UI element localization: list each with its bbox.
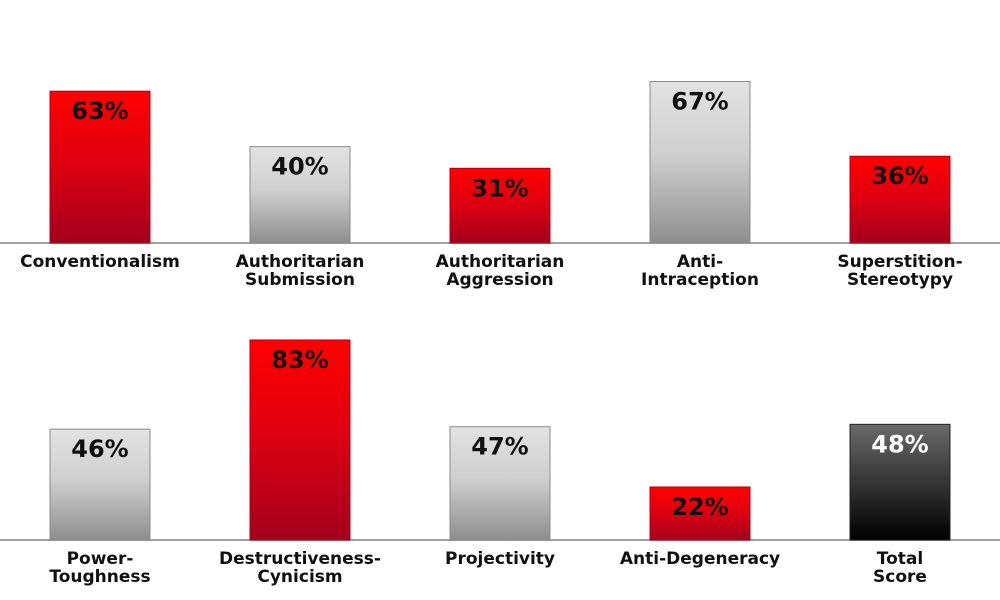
bar [49,428,151,541]
chart-row-1: 63%Conventionalism40%AuthoritarianSubmis… [0,81,1000,290]
category-label: Toughness [49,567,150,587]
bar [249,339,351,541]
category-label: Aggression [446,270,553,290]
data-label: 48% [871,430,928,458]
data-label: 36% [871,162,928,190]
data-label: 22% [671,493,728,521]
category-label: Score [873,567,927,587]
category-label: Anti- [677,252,723,272]
category-label: Anti-Degeneracy [620,549,780,569]
category-label: Authoritarian [236,252,365,272]
category-label: Authoritarian [436,252,565,272]
data-label: 40% [271,153,328,181]
category-label: Total [877,549,923,569]
data-label: 46% [71,435,128,463]
bar [849,423,951,541]
category-label: Cynicism [257,567,342,587]
category-label: Destructiveness- [219,549,381,569]
data-label: 83% [271,346,328,374]
bar [649,486,751,541]
category-label: Conventionalism [20,252,180,272]
category-label: Stereotypy [847,270,953,290]
data-label: 67% [671,88,728,116]
category-label: Superstition- [837,252,962,272]
bar [449,426,551,541]
bar [649,81,751,244]
data-label: 47% [471,433,528,461]
category-label: Submission [245,270,355,290]
bar [49,90,151,244]
category-label: Power- [67,549,134,569]
data-label: 63% [71,97,128,125]
chart-row-2: 46% Power-Toughness 83% Destructiveness-Cyn… [0,339,1000,587]
data-label: 31% [471,174,528,202]
category-label: Projectivity [445,549,555,569]
bar [449,167,551,244]
category-label: Intraception [641,270,759,290]
bar [249,146,351,244]
bar [849,155,951,244]
